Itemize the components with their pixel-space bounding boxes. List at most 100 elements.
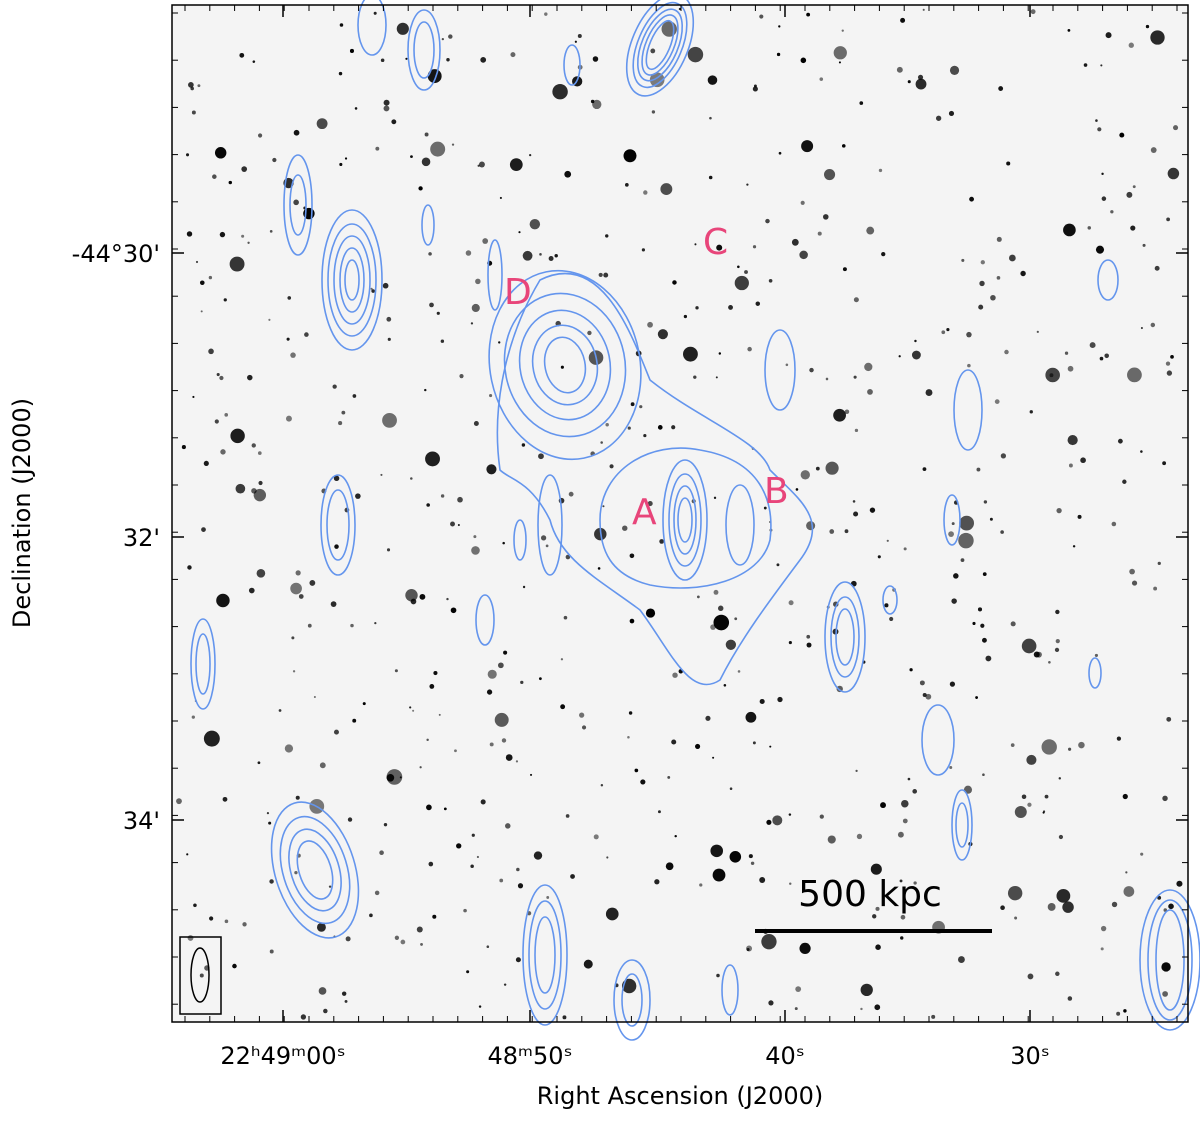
star [1165,361,1171,366]
star [318,987,327,995]
star [386,548,391,552]
star [1063,223,1076,237]
star [1140,852,1144,856]
star [841,29,844,32]
star [405,589,418,602]
star [889,616,894,622]
star [290,582,302,595]
star [1150,322,1156,328]
star [383,105,390,112]
star [568,491,574,497]
star [352,718,357,723]
star [772,815,783,826]
star [597,567,601,570]
star [976,467,981,472]
star [759,14,764,19]
star [899,879,903,883]
star [884,603,889,608]
star [1122,479,1127,484]
star [1140,327,1143,330]
star [806,642,812,648]
star [300,1014,307,1020]
star [181,445,186,450]
star [1042,810,1046,813]
star [980,260,985,265]
source-label: A [632,492,657,533]
contour [613,959,651,1041]
star [678,7,681,11]
contour [296,840,334,900]
plot-frame [171,4,1189,1023]
star [428,252,432,256]
star [900,914,906,920]
star [791,238,799,246]
star [253,488,267,502]
star [778,151,782,155]
star [470,864,474,868]
star [748,854,753,859]
star [1083,63,1088,67]
star [293,199,299,206]
star [436,311,440,315]
star [382,282,389,289]
contour [421,204,435,246]
star [716,244,723,251]
star [961,258,965,262]
star [795,488,799,491]
star [419,593,426,600]
star [480,57,487,63]
star [350,623,354,628]
star [199,280,205,286]
star [295,795,300,800]
star [602,505,605,508]
star [747,346,752,352]
star [1132,185,1136,189]
star [693,375,697,379]
star [746,183,749,186]
star [1026,754,1037,765]
star [628,711,633,715]
star [529,153,532,157]
star [998,86,1004,91]
star [1055,609,1060,615]
star [734,275,749,291]
star [560,365,564,369]
star [459,374,464,379]
star [560,704,566,710]
star [394,935,400,940]
star [482,238,489,244]
star [1078,741,1085,749]
star [752,741,756,745]
star [915,78,927,90]
star [605,234,609,238]
star [725,639,737,650]
star [341,991,347,996]
star [660,183,673,195]
star [996,236,1002,242]
star [864,362,873,372]
contour [357,0,387,56]
star [466,970,470,974]
star [400,939,406,945]
star [1140,450,1143,453]
star [503,983,507,986]
star [565,554,571,560]
star [333,475,340,482]
star [239,52,245,58]
star [841,144,846,148]
star [621,978,637,994]
star [1097,127,1102,132]
star [1068,463,1073,468]
star [925,389,933,397]
star [609,464,614,469]
star [1166,370,1173,376]
star [1089,342,1096,349]
star [470,322,474,325]
star [870,863,882,875]
star [859,101,864,105]
star [304,332,309,337]
star [1049,373,1054,378]
star [284,744,294,753]
star [874,1004,881,1011]
star [286,337,290,341]
